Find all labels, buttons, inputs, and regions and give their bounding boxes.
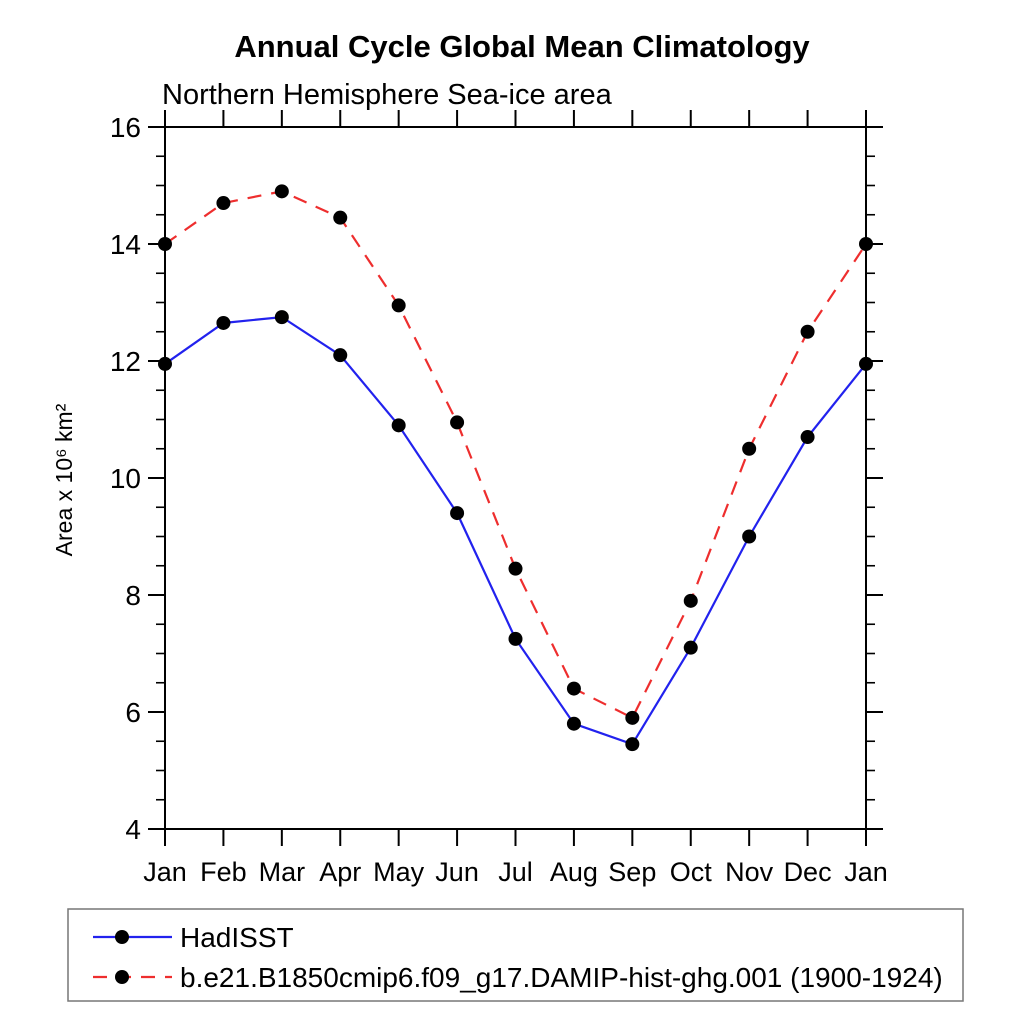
legend: HadISST b.e21.B1850cmip6.f09_g17.DAMIP-hi… [67, 908, 964, 1002]
y-tick-label: 6 [125, 697, 141, 728]
x-tick-label: Aug [550, 857, 598, 887]
plot-frame [164, 126, 867, 830]
x-tick-label: Jul [498, 857, 533, 887]
data-point [742, 529, 757, 544]
x-tick-label: May [373, 857, 425, 887]
data-point [800, 430, 815, 445]
y-tick-label: 8 [125, 580, 141, 611]
legend-box [67, 908, 964, 1002]
series-line-hadisst [164, 315, 867, 746]
data-point [333, 210, 348, 225]
chart-subtitle: Northern Hemisphere Sea-ice area [162, 79, 613, 111]
y-tick-label: 14 [110, 229, 141, 260]
x-tick-label: Feb [200, 857, 247, 887]
legend-label: HadISST [180, 922, 294, 953]
data-point [450, 415, 465, 430]
data-point [508, 561, 523, 576]
x-tick-labels: Jan Feb Mar Apr May Jun Jul Aug Sep Oct Nov Dec Jan [143, 857, 888, 887]
data-point [333, 348, 348, 363]
legend-marker [115, 930, 129, 944]
x-tick-label: Oct [670, 857, 713, 887]
chart-title: Annual Cycle Global Mean Climatology [234, 29, 810, 64]
data-point [391, 418, 406, 433]
y-tick-label: 12 [110, 346, 141, 377]
data-point [158, 356, 172, 371]
data-point [450, 506, 465, 521]
data-point [683, 593, 698, 608]
y-tick-labels: 4 6 8 10 12 14 16 [110, 112, 141, 845]
data-point [625, 737, 640, 752]
data-point [216, 315, 231, 330]
x-tick-label: Jan [143, 857, 187, 887]
data-point [800, 324, 815, 339]
x-tick-label: Sep [608, 857, 656, 887]
data-series [164, 190, 867, 746]
x-tick-label: Jan [844, 857, 888, 887]
x-tick-label: Mar [259, 857, 306, 887]
data-point [158, 237, 172, 251]
x-tick-label: Jun [435, 857, 479, 887]
data-point [625, 710, 640, 725]
y-axis-label: Area x 10⁶ km² [51, 403, 77, 556]
data-markers [158, 184, 873, 752]
data-point [216, 196, 231, 211]
x-tick-label: Apr [319, 857, 361, 887]
y-tick-label: 10 [110, 463, 141, 494]
y-tick-label: 16 [110, 112, 141, 143]
data-point [683, 640, 698, 655]
data-point [391, 298, 406, 313]
data-point [742, 441, 757, 456]
data-point [859, 356, 873, 371]
data-point [859, 237, 873, 251]
data-point [274, 310, 289, 325]
plot-border [164, 126, 867, 830]
data-point [274, 184, 289, 199]
axis-ticks [148, 110, 883, 846]
legend-label: b.e21.B1850cmip6.f09_g17.DAMIP-hist-ghg.… [180, 962, 943, 993]
data-point [566, 716, 581, 731]
x-tick-label: Nov [725, 857, 774, 887]
data-point [566, 681, 581, 696]
legend-marker [115, 970, 129, 984]
y-tick-label: 4 [125, 814, 141, 845]
x-tick-label: Dec [784, 857, 832, 887]
data-point [508, 631, 523, 646]
